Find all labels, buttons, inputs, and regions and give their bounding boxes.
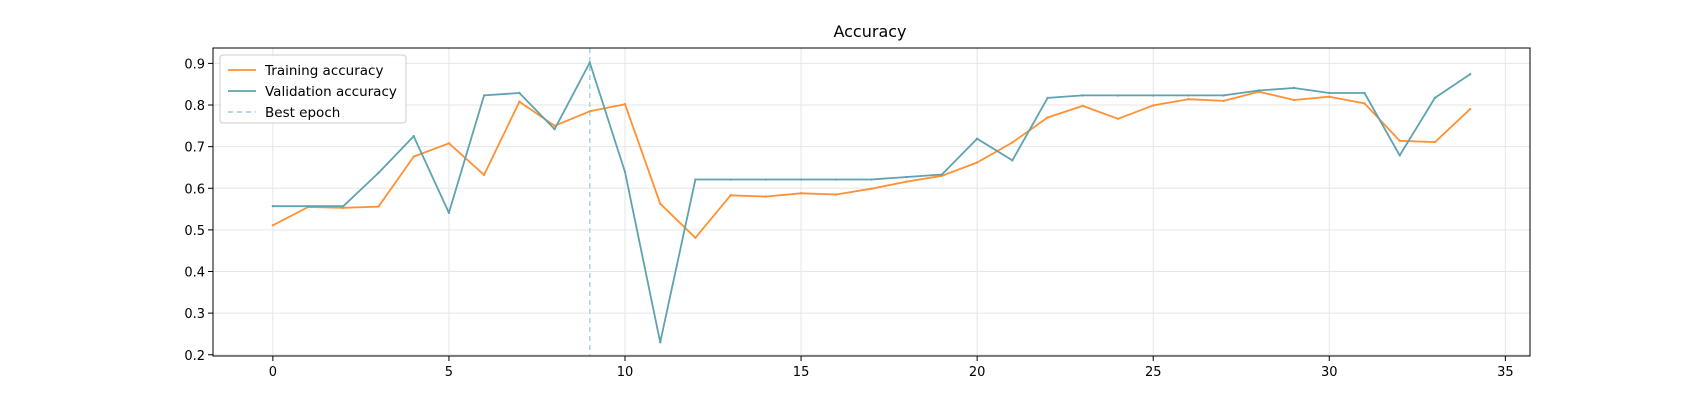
legend-label: Best epoch: [265, 105, 340, 121]
y-tick-label: 0.4: [184, 266, 205, 281]
data-point: [1468, 73, 1472, 76]
data-point: [623, 102, 627, 106]
data-point: [694, 236, 697, 239]
data-point: [1398, 139, 1401, 143]
data-point: [940, 173, 944, 176]
data-point: [1433, 140, 1437, 144]
data-point: [377, 171, 380, 175]
data-point: [729, 178, 732, 181]
data-point: [729, 194, 732, 197]
data-point: [482, 94, 486, 97]
x-tick-label: 25: [1145, 365, 1162, 380]
data-point: [412, 155, 415, 158]
data-point: [342, 206, 345, 210]
data-point: [870, 178, 873, 181]
data-point: [1328, 95, 1331, 98]
y-tick-label: 0.5: [184, 224, 205, 239]
y-tick-label: 0.2: [184, 349, 205, 364]
legend-label: Validation accuracy: [265, 84, 397, 100]
y-tick-label: 0.8: [184, 99, 205, 114]
series-line-0: [272, 90, 1471, 239]
series-layer: [271, 61, 1472, 344]
data-point: [1433, 96, 1437, 100]
data-point: [1081, 104, 1084, 108]
legend: Training accuracy Validation accuracy Best…: [219, 54, 407, 124]
data-point: [1081, 94, 1084, 97]
data-point: [694, 178, 697, 181]
data-point: [1187, 94, 1190, 97]
data-point: [1363, 102, 1366, 105]
data-point: [1292, 98, 1296, 102]
data-point: [1152, 104, 1155, 107]
data-point: [1292, 86, 1296, 90]
data-point: [975, 161, 979, 164]
data-point: [799, 192, 803, 195]
x-tick-label: 35: [1497, 365, 1514, 380]
data-point: [623, 170, 627, 174]
x-tick-label: 10: [617, 365, 634, 380]
data-point: [1046, 96, 1049, 100]
data-point: [271, 224, 275, 227]
data-point: [377, 205, 380, 208]
data-point: [1046, 116, 1049, 119]
data-point: [271, 204, 275, 208]
data-point: [482, 173, 486, 177]
data-point: [518, 100, 521, 103]
data-point: [870, 187, 873, 190]
data-point: [1011, 141, 1014, 144]
data-point: [1116, 94, 1120, 97]
data-point: [764, 195, 768, 198]
plot-frame: [212, 47, 1531, 357]
data-point: [799, 178, 803, 181]
data-point: [975, 137, 979, 140]
data-point: [518, 91, 521, 95]
x-tick-label: 30: [1321, 365, 1338, 380]
data-point: [306, 204, 310, 208]
chart-title: Accuracy: [833, 22, 906, 41]
grid-layer: [213, 48, 1530, 356]
data-point: [1468, 107, 1472, 111]
data-point: [659, 341, 662, 344]
data-point: [1328, 91, 1331, 95]
data-point: [1116, 117, 1120, 120]
x-tick-label: 15: [793, 365, 810, 380]
x-tick-label: 5: [445, 365, 453, 380]
data-point: [835, 178, 838, 181]
y-tick-label: 0.6: [184, 182, 205, 197]
data-point: [905, 180, 908, 183]
data-point: [1363, 91, 1366, 95]
data-point: [1257, 89, 1261, 92]
data-point: [835, 193, 838, 196]
data-point: [588, 61, 591, 64]
data-point: [1222, 99, 1225, 103]
data-point: [1187, 97, 1190, 101]
data-point: [447, 142, 451, 145]
legend-box: [219, 54, 407, 124]
data-point: [659, 202, 662, 205]
data-point: [447, 211, 451, 215]
data-point: [1222, 94, 1225, 97]
data-point: [1152, 94, 1155, 97]
y-tick-label: 0.9: [184, 57, 205, 72]
data-point: [412, 135, 415, 138]
data-point: [1398, 154, 1401, 157]
data-point: [764, 178, 768, 181]
data-point: [905, 175, 908, 179]
axes-layer: 0 5 10 15 20 25 30 35 0.2 0.3 0.4 0.5 0.6 0.7 0.8 0.9: [184, 47, 1531, 380]
y-tick-label: 0.3: [184, 307, 205, 322]
data-point: [1011, 159, 1014, 162]
legend-label: Training accuracy: [264, 63, 383, 79]
x-tick-label: 20: [969, 365, 986, 380]
x-tick-label: 0: [269, 365, 277, 380]
data-point: [342, 204, 345, 208]
data-point: [553, 127, 556, 131]
y-tick-label: 0.7: [184, 141, 205, 156]
data-point: [588, 110, 591, 113]
